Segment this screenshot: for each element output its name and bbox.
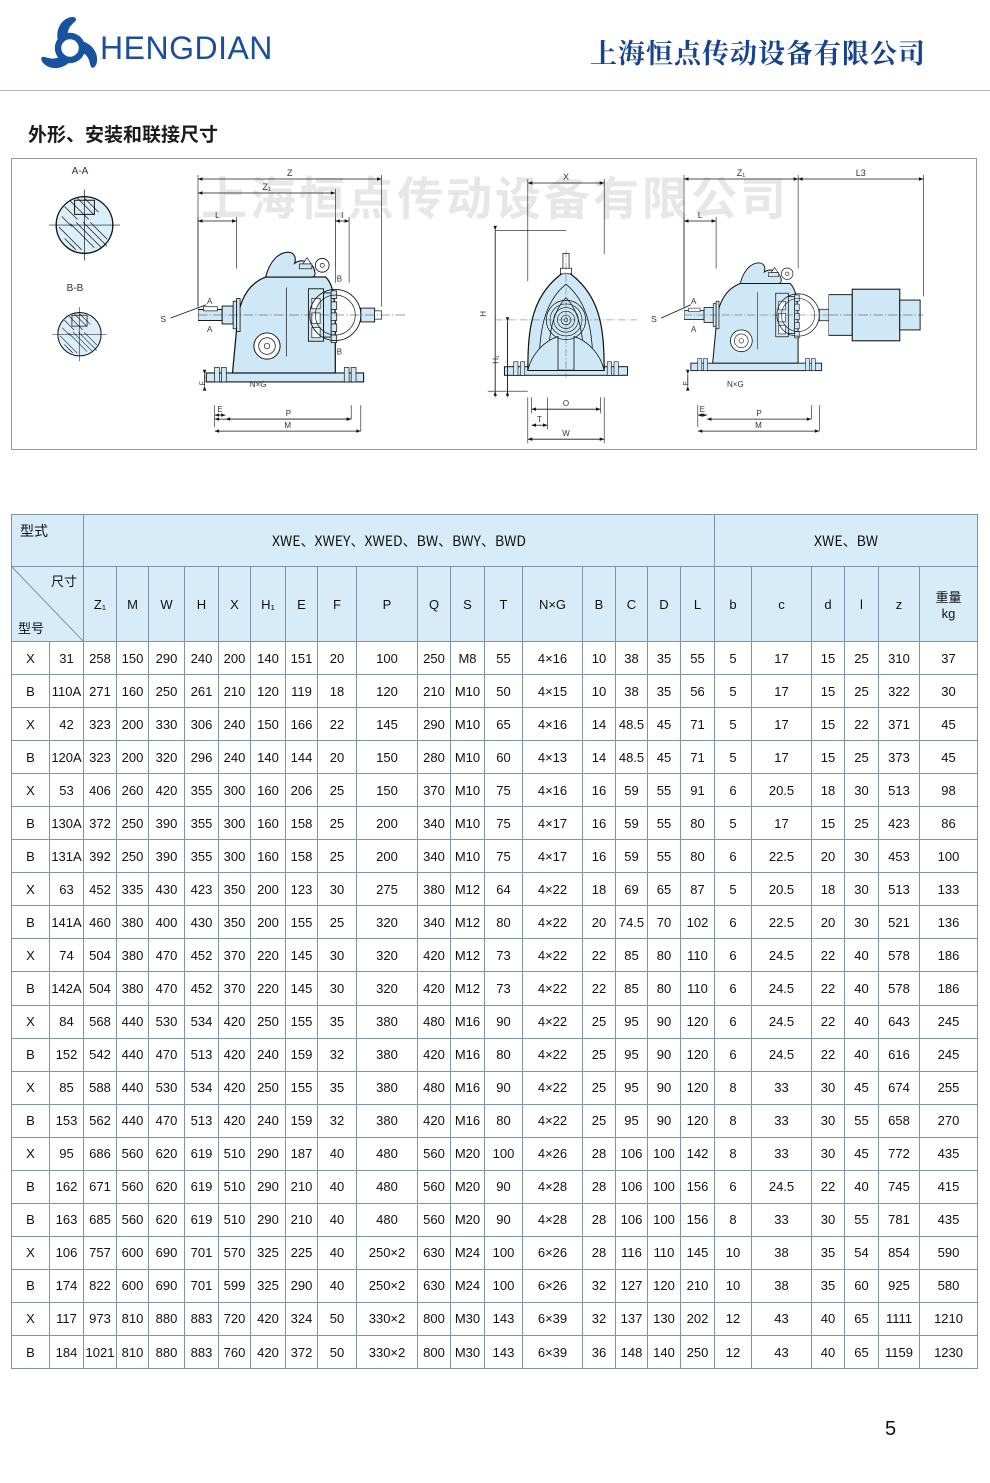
svg-text:P: P <box>756 409 761 418</box>
svg-text:O: O <box>563 399 569 408</box>
svg-text:N×G: N×G <box>250 380 267 389</box>
svg-text:L3: L3 <box>856 168 866 178</box>
svg-text:Z: Z <box>287 168 293 178</box>
svg-text:T: T <box>537 415 542 424</box>
svg-text:E: E <box>217 405 222 414</box>
svg-text:L: L <box>215 211 220 220</box>
svg-text:E: E <box>700 405 705 414</box>
svg-text:Z₁: Z₁ <box>262 182 271 192</box>
svg-text:F: F <box>200 381 207 385</box>
svg-text:X: X <box>563 172 569 182</box>
svg-text:F: F <box>683 381 690 385</box>
svg-text:S: S <box>160 314 166 324</box>
svg-text:A: A <box>207 325 213 334</box>
svg-text:H₁: H₁ <box>492 355 501 364</box>
svg-text:A-A: A-A <box>72 166 89 177</box>
svg-text:B: B <box>337 348 342 357</box>
svg-text:S: S <box>651 314 657 324</box>
svg-text:I: I <box>341 211 343 220</box>
svg-text:P: P <box>286 409 291 418</box>
svg-text:M: M <box>755 421 762 430</box>
svg-text:W: W <box>562 429 570 438</box>
svg-text:M: M <box>284 421 291 430</box>
svg-text:Z₁: Z₁ <box>737 168 746 178</box>
svg-text:L: L <box>698 211 703 220</box>
svg-text:B: B <box>337 274 342 283</box>
svg-text:A: A <box>691 325 697 334</box>
svg-text:H: H <box>479 311 488 317</box>
svg-text:A: A <box>207 297 213 306</box>
svg-text:A: A <box>691 297 697 306</box>
svg-text:B-B: B-B <box>67 283 84 294</box>
svg-text:N×G: N×G <box>727 380 744 389</box>
